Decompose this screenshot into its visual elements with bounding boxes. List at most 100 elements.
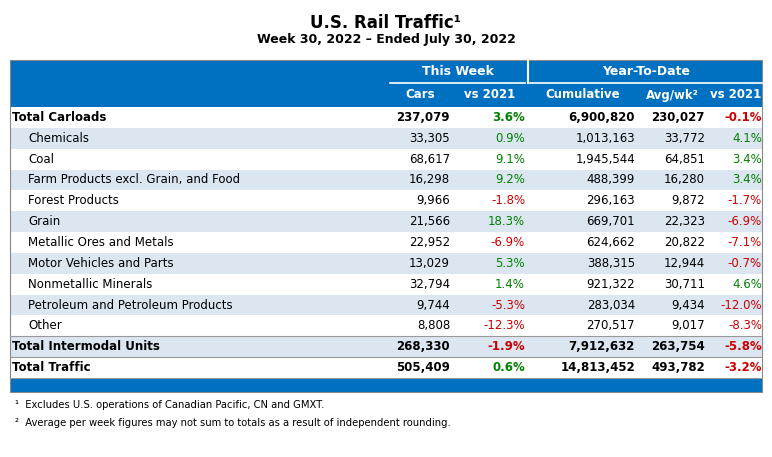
Text: 30,711: 30,711	[664, 278, 705, 291]
Text: 268,330: 268,330	[396, 340, 450, 353]
Text: 9,872: 9,872	[672, 194, 705, 207]
Text: 263,754: 263,754	[652, 340, 705, 353]
Text: 22,952: 22,952	[409, 236, 450, 249]
Text: 9,966: 9,966	[416, 194, 450, 207]
Text: Other: Other	[28, 319, 62, 332]
Text: Total Carloads: Total Carloads	[12, 111, 107, 124]
Text: Avg/wk²: Avg/wk²	[646, 89, 699, 101]
Text: 22,323: 22,323	[664, 215, 705, 228]
Text: 9,017: 9,017	[672, 319, 705, 332]
Text: 270,517: 270,517	[587, 319, 635, 332]
Text: 388,315: 388,315	[587, 257, 635, 270]
Text: 33,772: 33,772	[664, 132, 705, 145]
Text: 14,813,452: 14,813,452	[560, 361, 635, 374]
Bar	[10, 295, 762, 315]
Text: Year-To-Date: Year-To-Date	[602, 65, 690, 78]
Text: 18.3%: 18.3%	[488, 215, 525, 228]
Text: 624,662: 624,662	[586, 236, 635, 249]
Text: -6.9%: -6.9%	[491, 236, 525, 249]
Text: -1.9%: -1.9%	[487, 340, 525, 353]
Text: -8.3%: -8.3%	[728, 319, 762, 332]
Text: Total Intermodal Units: Total Intermodal Units	[12, 340, 160, 353]
Text: 7,912,632: 7,912,632	[569, 340, 635, 353]
Text: 237,079: 237,079	[397, 111, 450, 124]
Text: -7.1%: -7.1%	[728, 236, 762, 249]
Text: 33,305: 33,305	[409, 132, 450, 145]
Text: 1.4%: 1.4%	[495, 278, 525, 291]
Text: Nonmetallic Minerals: Nonmetallic Minerals	[28, 278, 152, 291]
Bar	[10, 83, 762, 107]
Bar	[10, 315, 762, 336]
Text: vs 2021: vs 2021	[710, 89, 762, 101]
Text: -5.3%: -5.3%	[491, 298, 525, 312]
Text: -0.1%: -0.1%	[724, 111, 762, 124]
Bar	[10, 60, 762, 83]
Text: 12,944: 12,944	[664, 257, 705, 270]
Text: Farm Products excl. Grain, and Food: Farm Products excl. Grain, and Food	[28, 174, 240, 186]
Text: -3.2%: -3.2%	[724, 361, 762, 374]
Text: 921,322: 921,322	[587, 278, 635, 291]
Text: 0.6%: 0.6%	[493, 361, 525, 374]
Bar	[10, 191, 762, 211]
Text: 1,945,544: 1,945,544	[575, 153, 635, 165]
Bar	[10, 128, 762, 149]
Text: 68,617: 68,617	[409, 153, 450, 165]
Text: 9,434: 9,434	[672, 298, 705, 312]
Bar	[10, 60, 762, 392]
Text: 9.2%: 9.2%	[495, 174, 525, 186]
Text: -1.8%: -1.8%	[491, 194, 525, 207]
Text: 9.1%: 9.1%	[495, 153, 525, 165]
Text: This Week: This Week	[422, 65, 493, 78]
Text: Week 30, 2022 – Ended July 30, 2022: Week 30, 2022 – Ended July 30, 2022	[256, 33, 516, 46]
Text: 4.1%: 4.1%	[732, 132, 762, 145]
Text: ²  Average per week figures may not sum to totals as a result of independent rou: ² Average per week figures may not sum t…	[15, 418, 451, 428]
Text: 296,163: 296,163	[587, 194, 635, 207]
Text: -12.3%: -12.3%	[483, 319, 525, 332]
Text: 3.6%: 3.6%	[493, 111, 525, 124]
Text: -6.9%: -6.9%	[728, 215, 762, 228]
Text: 0.9%: 0.9%	[496, 132, 525, 145]
Bar	[10, 336, 762, 357]
Text: 3.4%: 3.4%	[733, 153, 762, 165]
Text: vs 2021: vs 2021	[465, 89, 516, 101]
Text: 16,280: 16,280	[664, 174, 705, 186]
Text: 4.6%: 4.6%	[732, 278, 762, 291]
Text: Forest Products: Forest Products	[28, 194, 119, 207]
Text: 283,034: 283,034	[587, 298, 635, 312]
Text: 9,744: 9,744	[416, 298, 450, 312]
Bar	[10, 211, 762, 232]
Text: -0.7%: -0.7%	[728, 257, 762, 270]
Text: Total Traffic: Total Traffic	[12, 361, 90, 374]
Bar	[10, 149, 762, 170]
Bar	[10, 107, 762, 128]
Text: Grain: Grain	[28, 215, 60, 228]
Text: ¹  Excludes U.S. operations of Canadian Pacific, CN and GMXT.: ¹ Excludes U.S. operations of Canadian P…	[15, 400, 324, 410]
Text: Motor Vehicles and Parts: Motor Vehicles and Parts	[28, 257, 174, 270]
Text: 13,029: 13,029	[409, 257, 450, 270]
Bar	[10, 232, 762, 253]
Text: 16,298: 16,298	[409, 174, 450, 186]
Text: Metallic Ores and Metals: Metallic Ores and Metals	[28, 236, 174, 249]
Bar	[10, 357, 762, 378]
Text: 20,822: 20,822	[664, 236, 705, 249]
Text: 64,851: 64,851	[664, 153, 705, 165]
Text: 1,013,163: 1,013,163	[575, 132, 635, 145]
Bar	[10, 274, 762, 295]
Text: 5.3%: 5.3%	[496, 257, 525, 270]
Text: 488,399: 488,399	[587, 174, 635, 186]
Text: -5.8%: -5.8%	[724, 340, 762, 353]
Text: -12.0%: -12.0%	[720, 298, 762, 312]
Text: U.S. Rail Traffic¹: U.S. Rail Traffic¹	[310, 14, 462, 32]
Text: 6,900,820: 6,900,820	[568, 111, 635, 124]
Text: Coal: Coal	[28, 153, 54, 165]
Text: 3.4%: 3.4%	[733, 174, 762, 186]
Text: 230,027: 230,027	[652, 111, 705, 124]
Text: 505,409: 505,409	[396, 361, 450, 374]
Text: -1.7%: -1.7%	[728, 194, 762, 207]
Text: Cars: Cars	[405, 89, 435, 101]
Text: 669,701: 669,701	[587, 215, 635, 228]
Text: Petroleum and Petroleum Products: Petroleum and Petroleum Products	[28, 298, 232, 312]
Bar	[10, 170, 762, 191]
Text: 32,794: 32,794	[409, 278, 450, 291]
Bar	[10, 253, 762, 274]
